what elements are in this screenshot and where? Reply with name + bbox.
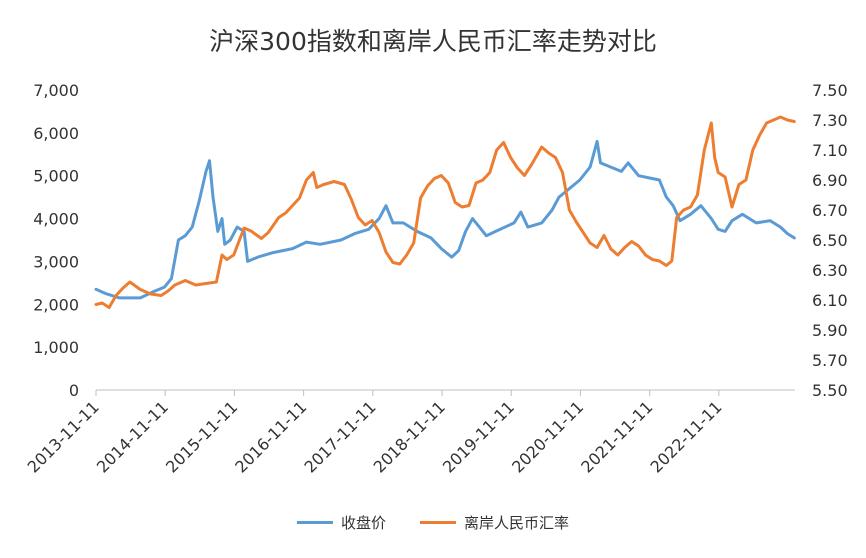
legend-item-cnh-rate: 离岸人民币汇率 [420,512,569,533]
x-axis-tick-label: 2018-11-11 [370,397,449,476]
right-axis-tick-label: 7.10 [812,141,848,160]
right-axis-tick-label: 6.50 [812,231,848,250]
left-axis-tick-label: 0 [69,381,79,400]
x-axis-tick-label: 2013-11-11 [24,397,103,476]
legend-swatch-cnh-rate [420,521,456,524]
right-axis-tick-label: 5.50 [812,381,848,400]
right-axis-tick-label: 6.10 [812,291,848,310]
left-axis-tick-label: 2,000 [33,295,79,314]
x-axis-ticks: 2013-11-112014-11-112015-11-112016-11-11… [24,390,726,477]
x-axis-tick-label: 2022-11-11 [647,397,726,476]
right-axis-tick-label: 5.90 [812,321,848,340]
left-axis-tick-label: 4,000 [33,210,79,229]
right-axis-tick-label: 7.30 [812,111,848,130]
left-axis-tick-label: 3,000 [33,252,79,271]
x-axis-tick-label: 2016-11-11 [231,397,310,476]
left-axis-tick-label: 7,000 [33,81,79,100]
chart-title: 沪深300指数和离岸人民币汇率走势对比 [209,27,657,56]
legend-label-close-price: 收盘价 [340,514,386,532]
x-axis-tick-label: 2021-11-11 [577,397,656,476]
series-line-cnh-rate [94,115,796,309]
x-axis-tick-label: 2019-11-11 [439,397,518,476]
right-axis-tick-label: 6.70 [812,201,848,220]
legend: 收盘价 离岸人民币汇率 [0,512,866,533]
x-axis-tick-label: 2017-11-11 [300,397,379,476]
x-axis-tick-label: 2020-11-11 [508,397,587,476]
legend-item-close-price: 收盘价 [296,512,386,533]
series-line-close-price [94,139,796,300]
legend-swatch-close-price [296,521,333,524]
right-axis-ticks: 5.50 5.70 5.90 6.10 6.30 6.50 6.70 6.90 7.10 7.30… [812,81,848,400]
right-axis-tick-label: 7.50 [812,81,848,100]
left-axis-tick-label: 6,000 [33,124,79,143]
left-axis-tick-label: 1,000 [33,338,79,357]
right-axis-tick-label: 6.90 [812,171,848,190]
x-axis-tick-label: 2014-11-11 [93,397,172,476]
left-axis-ticks: 0 1,000 2,000 3,000 4,000 5,000 6,000 7,000 [33,81,79,400]
legend-label-cnh-rate: 离岸人民币汇率 [464,514,570,532]
left-axis-tick-label: 5,000 [33,167,79,186]
series-lines [94,115,796,309]
right-axis-tick-label: 5.70 [812,351,848,370]
x-axis-tick-label: 2015-11-11 [162,397,241,476]
right-axis-tick-label: 6.30 [812,261,848,280]
